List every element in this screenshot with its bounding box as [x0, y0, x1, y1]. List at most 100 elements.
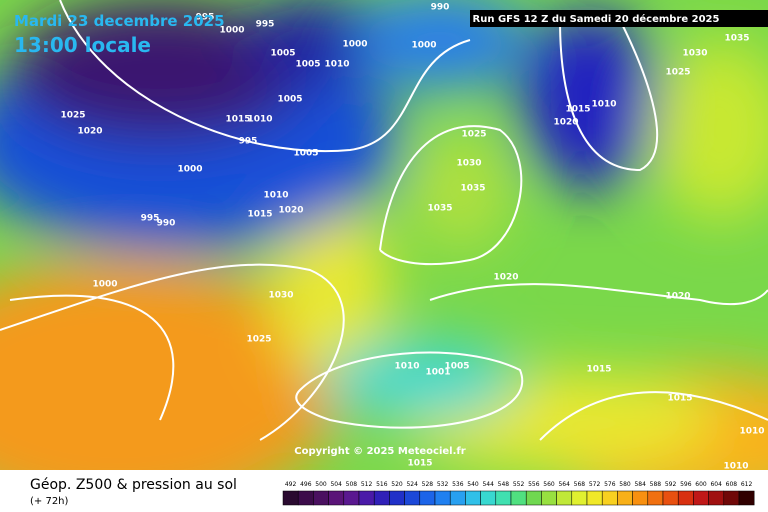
legend-label: 572 [589, 481, 601, 488]
legend-swatch [373, 490, 390, 506]
legend-swatch [556, 490, 573, 506]
legend-label: 512 [361, 481, 373, 488]
isobar-label: 1030 [682, 49, 707, 59]
legend-label: 600 [695, 481, 707, 488]
isobar-label: 1035 [724, 34, 749, 44]
legend-label: 536 [452, 481, 464, 488]
legend-swatch [708, 490, 725, 506]
isobar-label: 1035 [427, 204, 452, 214]
legend-swatch [328, 490, 345, 506]
legend-label: 604 [710, 481, 722, 488]
legend-label: 548 [498, 481, 510, 488]
legend-label: 516 [376, 481, 388, 488]
legend-swatch [358, 490, 375, 506]
isobar-label: 1020 [278, 206, 303, 216]
isobar-label: 1020 [77, 127, 102, 137]
legend-label: 584 [634, 481, 646, 488]
legend-swatch [738, 490, 755, 506]
isobar-label: 1010 [723, 462, 748, 472]
legend-label: 532 [437, 481, 449, 488]
legend-swatch [632, 490, 649, 506]
isobar-label: 1025 [246, 335, 271, 345]
legend-swatch [510, 490, 527, 506]
legend-label: 612 [741, 481, 753, 488]
legend-label: 544 [482, 481, 494, 488]
legend-label: 520 [391, 481, 403, 488]
legend-swatch [541, 490, 557, 506]
legend-swatch [601, 490, 618, 506]
isobar-label: 990 [431, 3, 450, 13]
legend-swatch [465, 490, 481, 506]
legend-label: 496 [300, 481, 312, 488]
isobar-label: 995 [141, 214, 160, 224]
legend-label: 608 [726, 481, 738, 488]
isobar-label: 990 [157, 219, 176, 229]
footer-title: Géop. Z500 & pression au sol [30, 477, 237, 493]
legend-label: 500 [315, 481, 327, 488]
legend-swatch [449, 490, 466, 506]
isobar-label: 1005 [270, 49, 295, 59]
isobar-label: 1000 [219, 26, 244, 36]
isobar-label: 1020 [493, 273, 518, 283]
isobar-label: 1025 [461, 130, 486, 140]
copyright: Copyright © 2025 Meteociel.fr [294, 446, 465, 457]
isobar-label: 1015 [407, 459, 432, 469]
legend-label: 524 [406, 481, 418, 488]
legend-label: 556 [528, 481, 540, 488]
isobar-label: 1010 [739, 427, 764, 437]
isobar-label: 1015 [225, 115, 250, 125]
legend-swatch [297, 490, 314, 506]
isobar-label: 1000 [411, 41, 436, 51]
footer-subtitle: (+ 72h) [30, 496, 69, 507]
isobar-label: 1025 [665, 68, 690, 78]
isobar-label: 1010 [263, 191, 288, 201]
run-info: Run GFS 12 Z du Samedi 20 décembre 2025 [473, 13, 720, 25]
legend-swatch [693, 490, 709, 506]
isobar-label: 1015 [565, 105, 590, 115]
legend-label: 596 [680, 481, 692, 488]
legend-label: 552 [513, 481, 525, 488]
legend-swatch [389, 490, 405, 506]
legend-swatch [525, 490, 542, 506]
isobar-label: 1005 [295, 60, 320, 70]
legend-label: 504 [330, 481, 342, 488]
legend-label: 568 [574, 481, 586, 488]
legend-swatch [282, 490, 299, 506]
isobar-label: 1020 [665, 292, 690, 302]
isobar-label: 995 [256, 20, 275, 30]
isobar-label: 995 [239, 137, 258, 147]
legend-swatch [343, 490, 360, 506]
isobar-label: 1010 [324, 60, 349, 70]
legend-label: 540 [467, 481, 479, 488]
isobar-label: 1010 [591, 100, 616, 110]
isobar-label: 1030 [268, 291, 293, 301]
legend-swatch [480, 490, 497, 506]
isobar-label: 1015 [667, 394, 692, 404]
legend-swatch [617, 490, 633, 506]
color-legend: 492 496 500 504 508 512 516 520 524 528 532 536 540 5… [282, 481, 755, 506]
legend-label: 592 [665, 481, 677, 488]
legend-swatch [419, 490, 436, 506]
local-time: 13:00 locale [14, 33, 151, 57]
legend-swatch [677, 490, 694, 506]
isobar-label: 1010 [247, 115, 272, 125]
legend-swatch [404, 490, 421, 506]
isobars [0, 0, 768, 441]
date: Mardi 23 decembre 2025 [14, 12, 225, 30]
legend-label: 492 [285, 481, 297, 488]
isobar-label: 1010 [394, 362, 419, 372]
isobar-label: 1035 [460, 184, 485, 194]
legend-label: 580 [619, 481, 631, 488]
legend-swatch [586, 490, 603, 506]
isobar-label: 1001 [425, 368, 450, 378]
legend-swatch [434, 490, 451, 506]
legend-label: 560 [543, 481, 555, 488]
legend-swatch [571, 490, 588, 506]
legend-label: 564 [558, 481, 570, 488]
legend-swatch [662, 490, 679, 506]
isobar-label: 1000 [177, 165, 202, 175]
legend-swatch [723, 490, 740, 506]
